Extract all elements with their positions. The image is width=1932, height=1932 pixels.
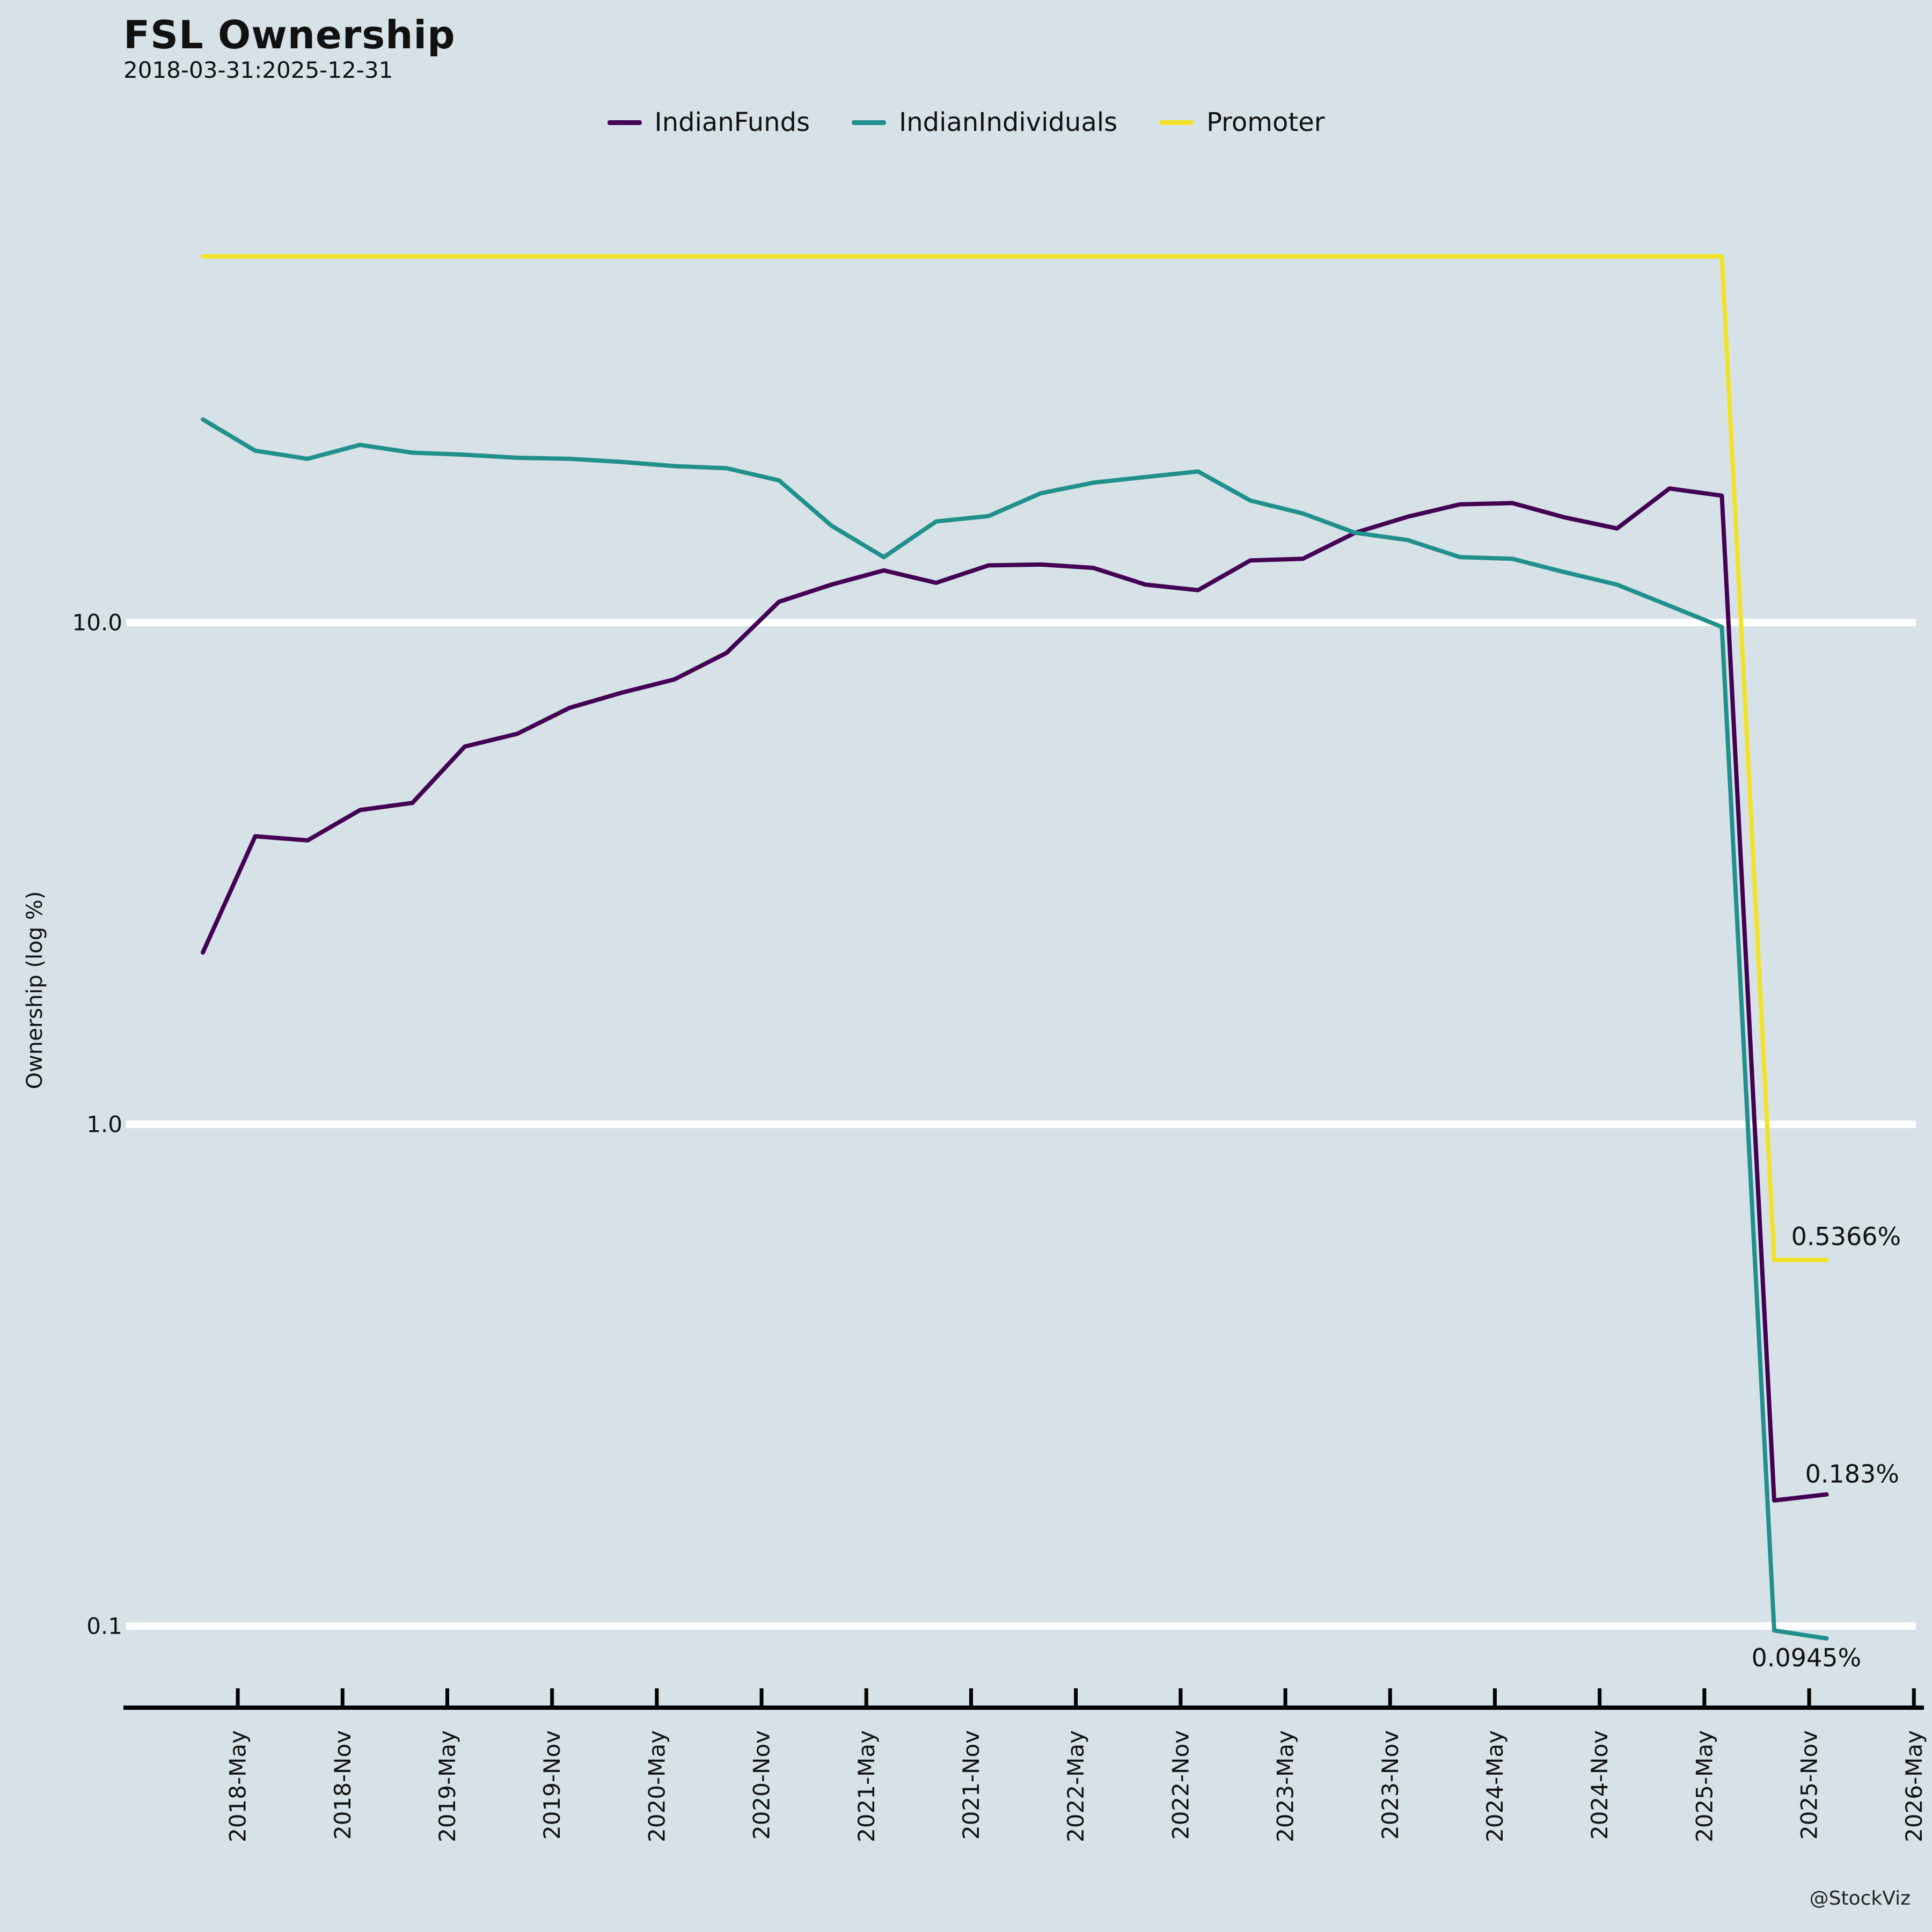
x-tick-label: 2025-Nov — [1796, 1730, 1823, 1840]
chart-header: FSL Ownership 2018-03-31:2025-12-31 — [123, 12, 456, 83]
x-tick-label: 2024-May — [1482, 1730, 1508, 1842]
x-tick-label: 2019-Nov — [539, 1730, 565, 1840]
legend-label: Promoter — [1206, 107, 1325, 137]
series-line-promoter — [201, 254, 1829, 1262]
x-tick-label: 2018-Nov — [330, 1730, 356, 1840]
x-tick-label: 2026-May — [1901, 1730, 1927, 1842]
annotation-indianindividuals: 0.0945% — [1752, 1643, 1862, 1672]
indianindividuals-line-swatch-icon — [852, 120, 887, 125]
legend-item-indianindividuals: IndianIndividuals — [852, 107, 1117, 137]
y-tick-label: 0.1 — [86, 1613, 122, 1640]
y-axis-label: Ownership (log %) — [23, 891, 47, 1089]
promoter-line-swatch-icon — [1159, 120, 1194, 125]
legend-item-promoter: Promoter — [1159, 107, 1324, 137]
x-tick-label: 2023-May — [1272, 1730, 1299, 1842]
page-title: FSL Ownership — [123, 12, 456, 57]
x-tick-label: 2018-May — [225, 1730, 251, 1842]
x-tick-label: 2025-May — [1691, 1730, 1717, 1842]
annotation-indianfunds: 0.183% — [1805, 1460, 1899, 1489]
annotation-promoter: 0.5366% — [1791, 1222, 1901, 1251]
x-tick-label: 2022-Nov — [1167, 1730, 1194, 1840]
series-line-indianindividuals — [201, 417, 1829, 1641]
x-tick-label: 2021-May — [853, 1730, 880, 1842]
legend-label: IndianFunds — [654, 107, 810, 137]
stockviz-watermark: @StockViz — [1809, 1887, 1911, 1909]
series-line-indianfunds — [201, 486, 1829, 1503]
x-tick-label: 2023-Nov — [1377, 1730, 1403, 1840]
y-tick-label: 1.0 — [86, 1111, 122, 1138]
legend-label: IndianIndividuals — [899, 107, 1118, 137]
indianfunds-line-swatch-icon — [607, 120, 642, 125]
x-tick-label: 2020-Nov — [749, 1730, 775, 1840]
chart-legend: IndianFunds IndianIndividuals Promoter — [0, 107, 1932, 137]
x-tick-label: 2019-May — [434, 1730, 460, 1842]
chart-subtitle: 2018-03-31:2025-12-31 — [123, 56, 393, 83]
x-tick-label: 2022-May — [1063, 1730, 1089, 1842]
legend-item-indianfunds: IndianFunds — [607, 107, 810, 137]
x-tick-label: 2024-Nov — [1586, 1730, 1613, 1840]
y-tick-label: 10.0 — [72, 610, 122, 636]
x-tick-label: 2020-May — [643, 1730, 670, 1842]
x-tick-label: 2021-Nov — [958, 1730, 984, 1840]
